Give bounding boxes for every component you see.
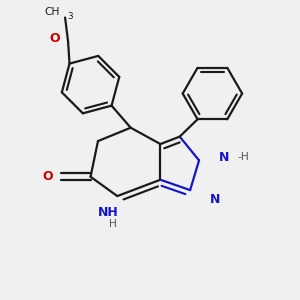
- Text: O: O: [50, 32, 60, 45]
- Text: H: H: [109, 219, 117, 229]
- Text: N: N: [210, 193, 220, 206]
- Text: NH: NH: [98, 206, 119, 219]
- Text: -H: -H: [238, 152, 249, 162]
- Text: CH: CH: [44, 7, 59, 16]
- Text: N: N: [219, 151, 230, 164]
- Text: O: O: [42, 170, 53, 183]
- Text: 3: 3: [68, 11, 73, 20]
